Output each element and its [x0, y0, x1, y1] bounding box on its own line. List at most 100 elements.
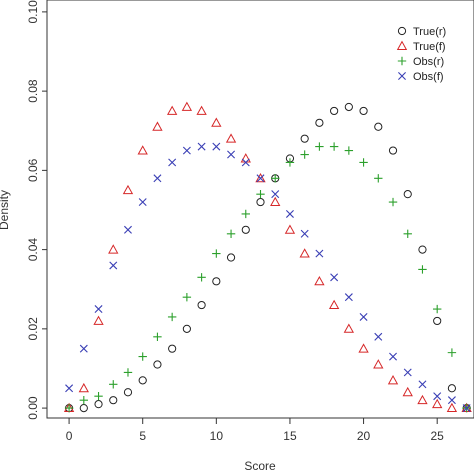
data-point — [225, 133, 237, 143]
legend-label: True(r) — [413, 26, 446, 38]
data-point — [447, 396, 456, 405]
data-point — [197, 300, 206, 310]
data-point — [300, 229, 309, 238]
series-cross — [65, 142, 471, 413]
legend: True(r) True(f) Obs(r) Obs(f) — [396, 26, 446, 83]
legend-label: Obs(r) — [413, 56, 444, 68]
data-point — [212, 249, 221, 258]
y-axis: 0.00 0.02 0.04 0.06 0.08 0.10 — [26, 0, 47, 420]
data-point — [446, 402, 458, 413]
data-point — [182, 324, 191, 333]
data-point — [108, 244, 119, 254]
data-point — [256, 189, 265, 199]
data-point — [285, 209, 294, 218]
y-tick-label: 0.06 — [26, 158, 40, 182]
data-point — [227, 150, 236, 159]
x-tick-label: 5 — [139, 429, 146, 443]
data-point — [64, 403, 74, 413]
data-point — [329, 142, 339, 151]
y-tick-label: 0.00 — [26, 396, 40, 420]
data-point — [314, 275, 325, 286]
data-point — [138, 198, 147, 207]
data-point — [65, 384, 74, 393]
data-point — [79, 395, 89, 405]
data-point — [284, 224, 296, 234]
data-point — [433, 392, 442, 401]
data-point — [138, 376, 147, 385]
data-point — [123, 225, 132, 234]
data-point — [299, 248, 310, 258]
x-axis: 0 5 10 15 20 25 — [66, 418, 444, 443]
legend-label: True(f) — [413, 41, 446, 53]
legend-marker — [396, 40, 408, 50]
x-tick-label: 10 — [210, 429, 224, 443]
data-point — [137, 145, 148, 155]
data-point — [418, 245, 427, 254]
data-point — [153, 174, 162, 183]
data-point — [300, 150, 309, 159]
data-point — [240, 153, 251, 163]
legend-marker — [397, 56, 407, 66]
legend-marker — [398, 72, 406, 80]
data-point — [270, 196, 281, 207]
data-point — [285, 158, 295, 167]
data-point — [271, 190, 280, 199]
data-point — [373, 359, 384, 369]
data-point — [94, 392, 103, 401]
data-point — [226, 253, 236, 262]
y-tick-label: 0.04 — [26, 238, 40, 262]
data-point — [432, 398, 443, 409]
y-tick-label: 0.08 — [26, 79, 40, 103]
data-point — [344, 102, 353, 112]
data-point — [93, 315, 104, 325]
plot-frame — [46, 0, 474, 419]
data-point — [226, 229, 236, 238]
data-point — [182, 292, 192, 302]
data-point — [152, 121, 163, 131]
series-plus — [64, 142, 471, 413]
data-point — [256, 197, 265, 207]
data-point — [374, 122, 383, 131]
y-tick-label: 0.02 — [26, 317, 40, 341]
data-point — [387, 375, 399, 385]
series-triangle — [63, 101, 472, 413]
y-tick-label: 0.10 — [26, 0, 40, 24]
data-point — [197, 142, 206, 151]
data-point — [388, 197, 398, 207]
data-point — [241, 225, 250, 234]
data-point — [403, 190, 412, 199]
data-point — [447, 348, 457, 357]
data-point — [432, 304, 442, 314]
data-point — [462, 404, 471, 413]
data-point — [181, 101, 193, 111]
data-point — [315, 118, 324, 127]
data-point — [211, 117, 222, 127]
data-point — [402, 386, 413, 397]
data-point — [417, 394, 428, 405]
data-point — [389, 352, 398, 361]
data-point — [241, 209, 250, 219]
data-point — [403, 368, 412, 377]
data-point — [359, 106, 368, 116]
y-axis-label: Density — [0, 190, 11, 230]
data-point — [344, 146, 354, 155]
data-point — [403, 229, 412, 238]
legend-label: Obs(f) — [413, 71, 444, 83]
data-point — [197, 273, 206, 282]
data-point — [418, 265, 427, 274]
data-point — [315, 249, 324, 258]
data-point — [153, 360, 162, 369]
data-point — [241, 158, 250, 167]
data-point — [374, 332, 383, 341]
x-axis-label: Score — [244, 459, 276, 473]
data-point — [168, 344, 177, 353]
data-point — [358, 343, 369, 353]
data-point — [78, 382, 89, 393]
data-point — [359, 312, 368, 321]
data-point — [271, 174, 280, 183]
data-point — [79, 403, 88, 413]
data-point — [256, 174, 265, 183]
data-point — [138, 352, 147, 361]
series-circle — [64, 102, 471, 413]
data-point — [328, 299, 340, 310]
